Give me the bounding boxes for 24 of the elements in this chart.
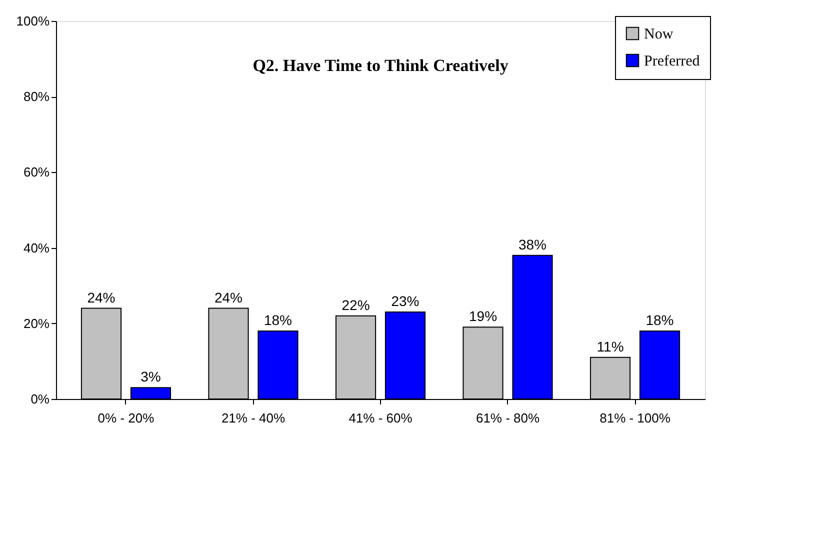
y-tick-label: 80% — [23, 89, 50, 104]
data-label: 19% — [468, 308, 498, 324]
y-tick-label: 0% — [30, 392, 50, 406]
data-label: 23% — [391, 293, 420, 310]
y-tick-label: 60% — [23, 164, 50, 180]
legend-label: Now — [644, 26, 674, 42]
x-tick-label: 41% - 60% — [348, 410, 413, 426]
x-tick-label: 81% - 100% — [600, 410, 671, 426]
y-tick-label: 20% — [23, 316, 50, 331]
data-label: 18% — [264, 312, 292, 328]
data-label: 22% — [342, 296, 370, 313]
y-tick-label: 40% — [23, 240, 50, 256]
data-label: 38% — [518, 236, 547, 252]
legend-label: Preferred — [644, 54, 700, 70]
data-label: 18% — [646, 312, 674, 328]
y-tick-label: 100% — [16, 14, 50, 28]
text: Q2. Have Time to Think Creatively — [252, 56, 509, 75]
x-tick-label: 61% - 80% — [476, 410, 540, 426]
x-tick-label: 0% - 20% — [98, 410, 155, 426]
x-tick-label: 21% - 40% — [221, 410, 286, 426]
data-label: 24% — [87, 289, 116, 306]
data-label: 11% — [596, 338, 624, 354]
data-label: 3% — [140, 368, 161, 385]
data-label: 24% — [214, 289, 243, 306]
